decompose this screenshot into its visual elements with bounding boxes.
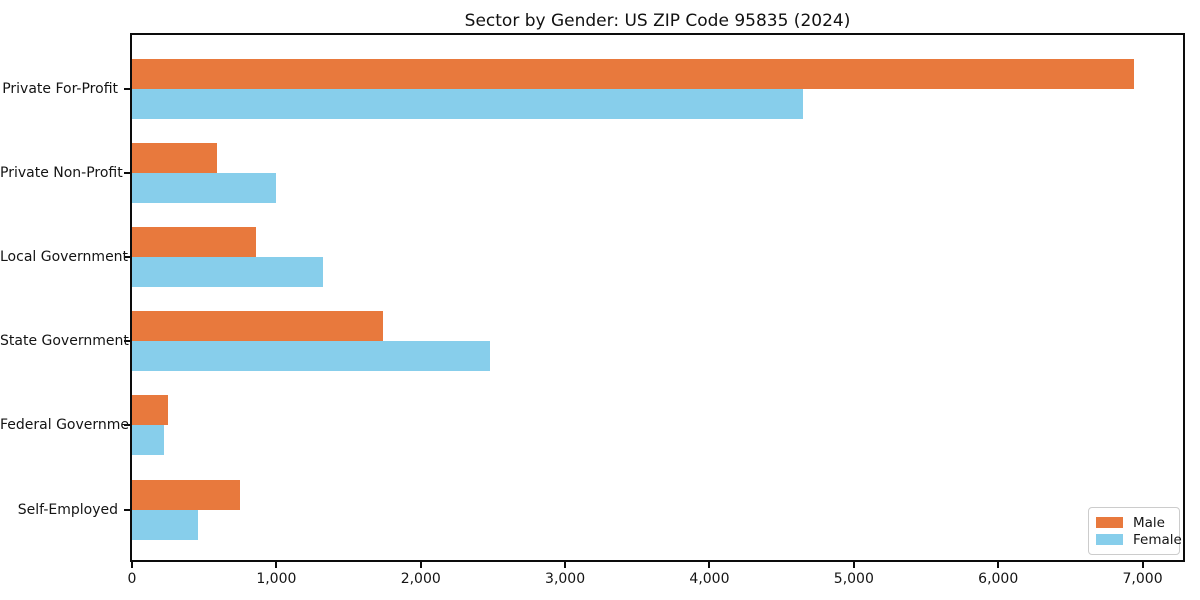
x-tick-label: 5,000 xyxy=(833,571,874,587)
legend-label-male: Male xyxy=(1133,514,1165,531)
y-tick-label: Private For-Profit xyxy=(2,80,118,97)
female-swatch-icon xyxy=(1096,534,1123,545)
bar-male-1 xyxy=(132,142,218,173)
x-tick-mark xyxy=(419,562,422,568)
x-tick-mark xyxy=(1141,562,1144,568)
y-tick-label: State Government xyxy=(0,333,129,350)
y-tick-mark xyxy=(124,87,130,90)
x-tick-mark xyxy=(708,562,711,568)
y-tick-label: Self-Employed xyxy=(17,501,118,518)
bar-female-2 xyxy=(132,256,323,287)
y-tick-mark xyxy=(124,424,130,427)
legend-entry-female: Female xyxy=(1096,531,1182,548)
y-tick-mark xyxy=(124,340,130,343)
y-tick-mark xyxy=(124,508,130,511)
bar-female-0 xyxy=(132,88,804,119)
x-tick-label: 7,000 xyxy=(1122,571,1163,587)
x-tick-label: 1,000 xyxy=(256,571,297,587)
x-tick-mark xyxy=(564,562,567,568)
y-tick-mark xyxy=(124,171,130,174)
bar-male-2 xyxy=(132,226,257,257)
bar-female-3 xyxy=(132,341,491,372)
male-swatch-icon xyxy=(1096,517,1123,528)
y-tick-label: Federal Government xyxy=(0,417,144,434)
bar-male-4 xyxy=(132,395,169,426)
bar-female-1 xyxy=(132,172,277,203)
bar-female-5 xyxy=(132,509,199,540)
chart-title: Sector by Gender: US ZIP Code 95835 (202… xyxy=(464,11,851,31)
y-tick-label: Private Non-Profit xyxy=(0,164,123,181)
x-tick-label: 3,000 xyxy=(545,571,586,587)
x-tick-mark xyxy=(275,562,278,568)
bar-male-3 xyxy=(132,311,384,342)
legend-label-female: Female xyxy=(1133,531,1182,548)
legend-entry-male: Male xyxy=(1096,514,1171,531)
x-tick-mark xyxy=(852,562,855,568)
y-tick-label: Local Government xyxy=(0,248,129,265)
bar-male-5 xyxy=(132,479,241,510)
bar-female-4 xyxy=(132,425,164,456)
y-tick-mark xyxy=(124,255,130,258)
x-tick-mark xyxy=(131,562,133,568)
plot-area xyxy=(130,33,1185,562)
x-tick-mark xyxy=(997,562,1000,568)
x-tick-label: 2,000 xyxy=(400,571,441,587)
x-tick-label: 0 xyxy=(127,571,137,587)
x-axis: 0 1,000 2,000 3,000 4,000 5,000 6,000 7,000 xyxy=(128,562,1183,592)
bar-male-0 xyxy=(132,58,1134,89)
legend: Male Female xyxy=(1088,507,1182,555)
y-axis: Private For-Profit Private Non-Profit Loca… xyxy=(0,35,144,560)
x-tick-label: 6,000 xyxy=(978,571,1019,587)
x-tick-label: 4,000 xyxy=(689,571,730,587)
